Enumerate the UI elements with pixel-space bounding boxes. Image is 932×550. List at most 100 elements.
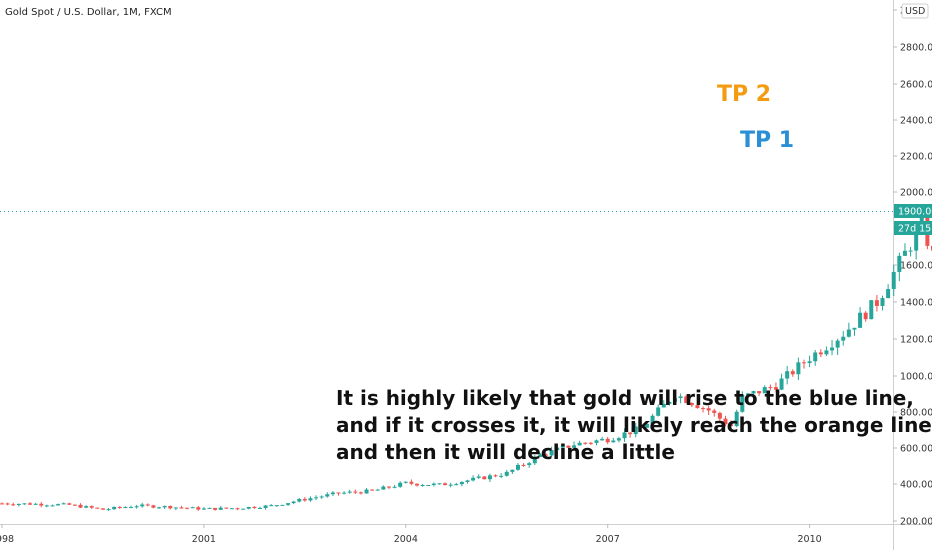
y-tick-label: 800.00 [900,408,932,419]
candle-up [16,503,21,505]
candle-up [437,483,442,485]
candle-up [673,398,677,402]
candle-up [902,250,907,256]
candle-down [409,481,414,484]
candle-up [280,504,285,506]
candle-down [818,352,823,355]
candle-down [790,371,795,375]
candle-up [499,475,504,477]
candle-down [801,362,806,364]
candle-up [128,507,133,509]
candle-up [286,503,291,505]
annotation-line-1: It is highly likely that gold will rise … [336,386,914,410]
currency-label: USD [905,6,925,17]
candle-down [930,245,932,251]
candle-up [123,507,128,509]
y-tick-label: 1400.00 [900,298,932,309]
candle-up [314,497,319,499]
y-tick-label: 2000.00 [900,188,932,199]
candle-down [358,492,363,494]
candle-up [50,505,55,507]
candle-down [729,424,734,427]
currency-badge[interactable] [901,3,929,19]
candle-up [869,300,874,320]
candle-down [712,410,717,413]
candle-up [538,454,543,457]
tp1-label: TP 1 [740,128,794,153]
candle-up [342,492,347,494]
candle-up [661,403,666,408]
candle-up [269,505,274,507]
candle-down [370,489,375,491]
candle-up [633,426,638,435]
candle-down [628,432,633,435]
candle-up [157,507,162,509]
candle-down [605,438,610,443]
candle-down [72,504,77,506]
x-tick-label: 2007 [596,534,620,545]
candle-up [398,482,403,487]
candle-up [140,504,145,507]
candle-up [532,456,537,464]
candle-up [201,508,206,510]
candle-down [302,498,307,501]
candle-up [375,489,380,491]
candle-up [218,507,223,510]
candle-up [891,271,896,290]
candle-up [291,501,296,504]
candle-up [431,483,436,486]
candle-up [274,505,279,507]
candle-down [386,486,391,488]
x-tick-label: 2001 [192,534,216,545]
y-tick-label: 2200.00 [900,152,932,163]
candle-up [459,481,464,485]
candle-down [757,391,762,394]
candle-down [684,396,689,404]
candle-up [448,484,453,486]
candle-up [465,480,470,482]
candle-up [527,463,532,466]
candle-up [841,336,846,341]
y-tick-label: 2400.00 [900,116,932,127]
candle-up [555,447,560,451]
candle-down [5,503,10,505]
candle-up [616,438,621,441]
candle-up [572,445,577,448]
candle-up [897,255,902,272]
candle-up [403,481,408,483]
candle-down [28,503,33,505]
candle-down [0,503,4,505]
candle-up [807,361,812,364]
x-axis[interactable]: 1998200120042007201020132016201920222025… [0,524,932,545]
candle-down [706,408,711,411]
candle-down [717,412,722,419]
candle-up [549,450,554,456]
candle-down [67,503,72,505]
candle-up [577,442,582,446]
candle-down [521,464,526,466]
y-tick-label: 1000.00 [900,372,932,383]
candle-up [22,503,27,505]
candle-up [454,484,459,486]
candle-down [689,403,694,406]
candle-up [846,329,851,337]
candle-down [773,387,778,390]
candle-down [415,483,420,486]
candle-up [308,498,313,501]
countdown-marker-label: 27d 15h [898,224,932,235]
candle-up [392,486,397,488]
candle-up [297,498,302,502]
candle-up [319,496,324,498]
y-tick-label: 600.00 [900,444,932,455]
candle-up [112,506,117,510]
candle-up [347,491,352,493]
candle-up [325,494,330,497]
candle-up [745,393,750,396]
candle-up [762,387,767,394]
candle-up [229,508,234,510]
candle-down [117,506,122,508]
candle-up [751,391,756,394]
candle-up [246,506,251,509]
candle-up [644,423,649,428]
